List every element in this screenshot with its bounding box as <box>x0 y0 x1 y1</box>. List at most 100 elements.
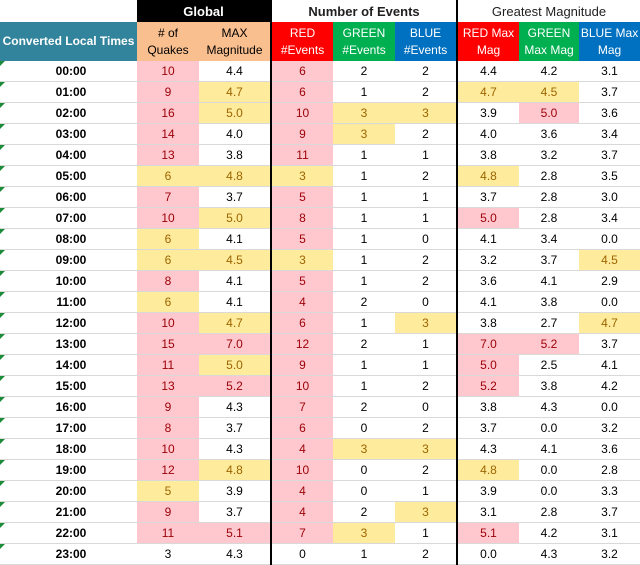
time-cell[interactable]: 23:00 <box>0 543 137 565</box>
green-max-mag-cell[interactable]: 2.8 <box>519 165 580 187</box>
green-max-mag-cell[interactable]: 3.7 <box>519 249 580 271</box>
quakes-cell[interactable]: 13 <box>137 144 199 166</box>
red-max-mag-cell[interactable]: 3.7 <box>456 186 520 208</box>
blue-events-cell[interactable]: 3 <box>395 102 458 124</box>
red-max-mag-cell[interactable]: 5.1 <box>456 522 520 544</box>
time-cell[interactable]: 12:00 <box>0 312 137 334</box>
quakes-cell[interactable]: 15 <box>137 333 199 355</box>
red-max-mag-cell[interactable]: 3.2 <box>456 249 520 271</box>
time-cell[interactable]: 02:00 <box>0 102 137 124</box>
green-events-cell[interactable]: 1 <box>333 165 396 187</box>
green-events-cell[interactable]: 1 <box>333 354 396 376</box>
red-events-cell[interactable]: 0 <box>270 543 334 565</box>
blue-events-cell[interactable]: 2 <box>395 459 458 481</box>
green-events-cell[interactable]: 1 <box>333 207 396 229</box>
blue-max-mag-cell[interactable]: 3.7 <box>579 501 640 523</box>
red-max-mag-cell[interactable]: 4.3 <box>456 438 520 460</box>
red-events-cell[interactable]: 9 <box>270 354 334 376</box>
green-events-cell[interactable]: 0 <box>333 417 396 439</box>
blue-max-mag-cell[interactable]: 3.7 <box>579 333 640 355</box>
max-magnitude-cell[interactable]: 4.3 <box>199 396 272 418</box>
quakes-cell[interactable]: 6 <box>137 165 199 187</box>
blue-max-mag-cell[interactable]: 3.4 <box>579 207 640 229</box>
blue-max-mag-cell[interactable]: 3.4 <box>579 123 640 145</box>
red-max-mag-cell[interactable]: 4.1 <box>456 228 520 250</box>
time-cell[interactable]: 22:00 <box>0 522 137 544</box>
blue-events-cell[interactable]: 3 <box>395 438 458 460</box>
green-events-cell[interactable]: 2 <box>333 291 396 313</box>
blue-events-cell[interactable]: 1 <box>395 333 458 355</box>
blue-events-cell[interactable]: 2 <box>395 417 458 439</box>
quakes-cell[interactable]: 6 <box>137 291 199 313</box>
red-max-mag-cell[interactable]: 7.0 <box>456 333 520 355</box>
green-events-cell[interactable]: 3 <box>333 438 396 460</box>
time-cell[interactable]: 08:00 <box>0 228 137 250</box>
quakes-cell[interactable]: 7 <box>137 186 199 208</box>
red-events-cell[interactable]: 6 <box>270 417 334 439</box>
green-max-mag-cell[interactable]: 0.0 <box>519 480 580 502</box>
blue-max-mag-cell[interactable]: 4.7 <box>579 312 640 334</box>
green-max-mag-cell[interactable]: 4.1 <box>519 438 580 460</box>
green-max-mag-cell[interactable]: 5.2 <box>519 333 580 355</box>
blue-events-cell[interactable]: 2 <box>395 375 458 397</box>
time-cell[interactable]: 00:00 <box>0 61 137 82</box>
red-events-cell[interactable]: 3 <box>270 165 334 187</box>
green-max-mag-cell[interactable]: 5.0 <box>519 102 580 124</box>
max-magnitude-cell[interactable]: 4.1 <box>199 291 272 313</box>
red-max-mag-cell[interactable]: 3.8 <box>456 312 520 334</box>
red-events-cell[interactable]: 9 <box>270 123 334 145</box>
green-events-cell[interactable]: 1 <box>333 270 396 292</box>
red-max-mag-cell[interactable]: 4.7 <box>456 81 520 103</box>
red-max-mag-cell[interactable]: 3.7 <box>456 417 520 439</box>
green-max-mag-cell[interactable]: 3.8 <box>519 375 580 397</box>
red-events-cell[interactable]: 10 <box>270 459 334 481</box>
green-events-cell[interactable]: 2 <box>333 501 396 523</box>
time-cell[interactable]: 16:00 <box>0 396 137 418</box>
max-magnitude-cell[interactable]: 7.0 <box>199 333 272 355</box>
time-cell[interactable]: 18:00 <box>0 438 137 460</box>
blue-events-cell[interactable]: 0 <box>395 228 458 250</box>
time-cell[interactable]: 13:00 <box>0 333 137 355</box>
green-max-mag-cell[interactable]: 0.0 <box>519 417 580 439</box>
blue-max-mag-cell[interactable]: 3.7 <box>579 81 640 103</box>
green-events-cell[interactable]: 3 <box>333 102 396 124</box>
max-magnitude-cell[interactable]: 5.0 <box>199 354 272 376</box>
green-max-mag-cell[interactable]: 3.8 <box>519 291 580 313</box>
red-events-cell[interactable]: 10 <box>270 375 334 397</box>
max-magnitude-cell[interactable]: 3.7 <box>199 186 272 208</box>
quakes-cell[interactable]: 6 <box>137 249 199 271</box>
green-max-mag-cell[interactable]: 3.4 <box>519 228 580 250</box>
green-max-mag-cell[interactable]: 4.1 <box>519 270 580 292</box>
max-magnitude-cell[interactable]: 3.8 <box>199 144 272 166</box>
blue-events-cell[interactable]: 1 <box>395 186 458 208</box>
green-events-cell[interactable]: 2 <box>333 333 396 355</box>
red-events-cell[interactable]: 10 <box>270 102 334 124</box>
blue-max-mag-cell[interactable]: 3.1 <box>579 522 640 544</box>
quakes-cell[interactable]: 10 <box>137 207 199 229</box>
blue-events-cell[interactable]: 2 <box>395 165 458 187</box>
quakes-cell[interactable]: 10 <box>137 438 199 460</box>
blue-events-cell[interactable]: 3 <box>395 501 458 523</box>
red-events-cell[interactable]: 12 <box>270 333 334 355</box>
red-max-mag-cell[interactable]: 5.2 <box>456 375 520 397</box>
quakes-cell[interactable]: 11 <box>137 522 199 544</box>
max-magnitude-cell[interactable]: 3.7 <box>199 417 272 439</box>
max-magnitude-cell[interactable]: 4.7 <box>199 81 272 103</box>
green-events-cell[interactable]: 1 <box>333 81 396 103</box>
red-max-mag-cell[interactable]: 0.0 <box>456 543 520 565</box>
red-events-cell[interactable]: 6 <box>270 312 334 334</box>
blue-max-mag-cell[interactable]: 3.3 <box>579 480 640 502</box>
time-cell[interactable]: 10:00 <box>0 270 137 292</box>
red-events-cell[interactable]: 3 <box>270 249 334 271</box>
green-events-cell[interactable]: 1 <box>333 312 396 334</box>
green-max-mag-cell[interactable]: 2.8 <box>519 207 580 229</box>
blue-events-cell[interactable]: 0 <box>395 291 458 313</box>
blue-max-mag-cell[interactable]: 0.0 <box>579 228 640 250</box>
quakes-cell[interactable]: 14 <box>137 123 199 145</box>
time-cell[interactable]: 21:00 <box>0 501 137 523</box>
red-max-mag-cell[interactable]: 5.0 <box>456 207 520 229</box>
green-max-mag-cell[interactable]: 4.2 <box>519 522 580 544</box>
quakes-cell[interactable]: 16 <box>137 102 199 124</box>
max-magnitude-cell[interactable]: 3.7 <box>199 501 272 523</box>
red-max-mag-cell[interactable]: 3.9 <box>456 102 520 124</box>
